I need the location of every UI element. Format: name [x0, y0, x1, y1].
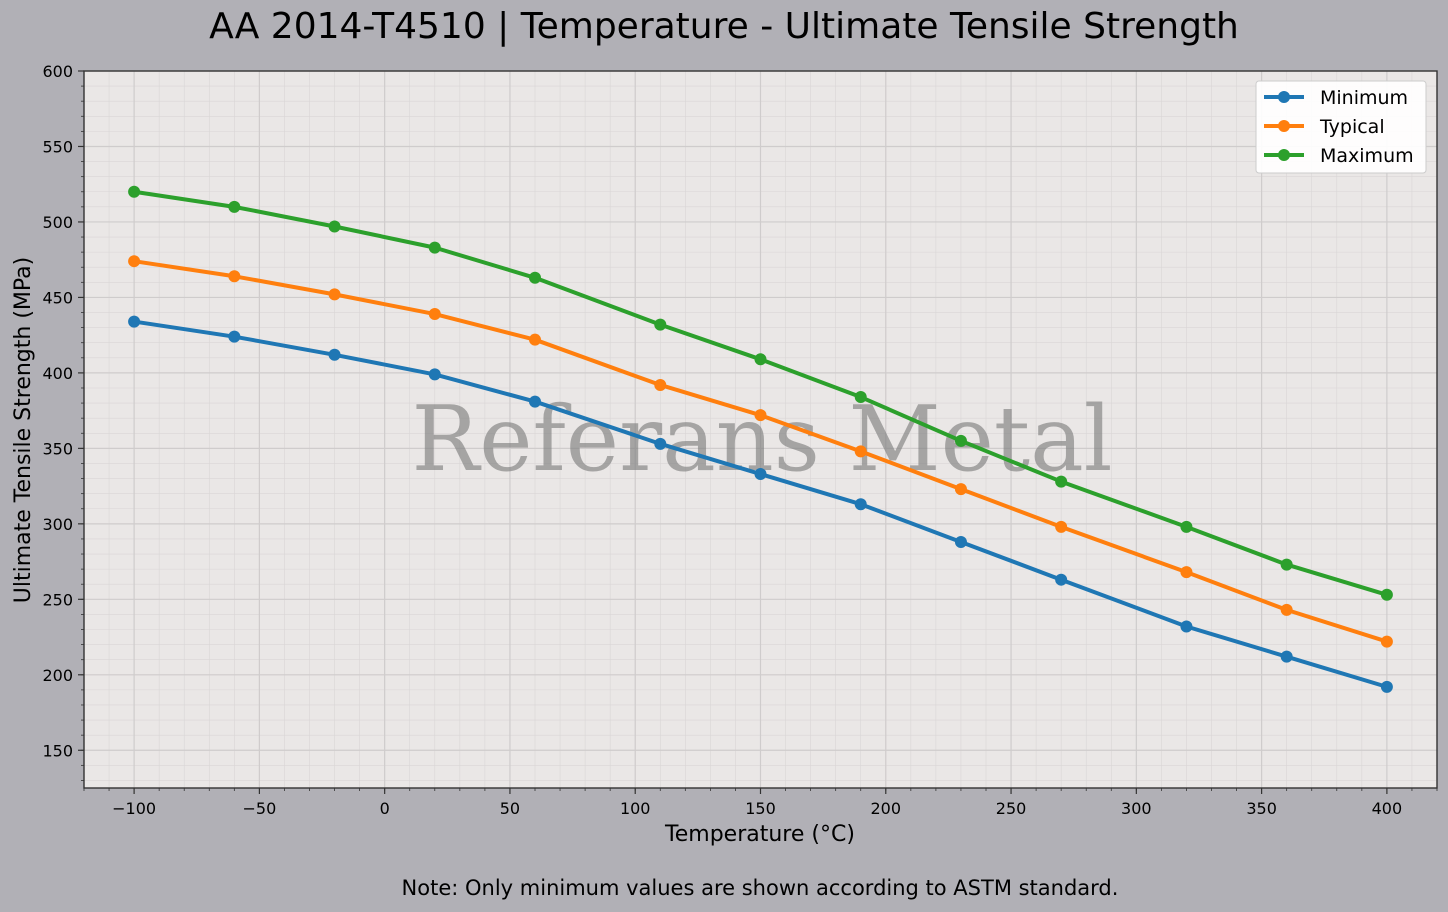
x-axis-label: Temperature (°C): [664, 822, 855, 847]
x-tick-labels: −100 −50 0 50 100 150 200 250 300 350 400: [112, 799, 1402, 818]
legend-label-maximum: Maximum: [1320, 145, 1414, 167]
data-point-maximum: [954, 434, 967, 447]
data-point-maximum: [529, 271, 541, 284]
data-point-maximum: [228, 200, 241, 213]
y-tick-label: 150: [42, 741, 73, 760]
data-point-minimum: [228, 330, 241, 343]
x-tick-label: 250: [996, 799, 1027, 818]
data-point-minimum: [1055, 573, 1068, 586]
data-point-typical: [1380, 635, 1393, 648]
data-point-minimum: [1280, 650, 1293, 663]
data-point-maximum: [1280, 558, 1293, 571]
data-point-typical: [754, 409, 767, 422]
data-point-minimum: [1180, 620, 1193, 633]
data-point-typical: [854, 445, 867, 458]
y-tick-label: 200: [42, 666, 73, 685]
x-tick-label: 200: [871, 799, 902, 818]
data-point-typical: [428, 308, 441, 321]
data-point-maximum: [1055, 475, 1068, 488]
data-point-maximum: [428, 241, 441, 254]
data-point-minimum: [854, 498, 867, 511]
series-layer: [128, 185, 1393, 693]
y-tick-label: 300: [42, 515, 73, 534]
legend-label-typical: Typical: [1319, 116, 1385, 138]
data-point-maximum: [128, 185, 141, 198]
y-tick-labels: 150 200 250 300 350 400 450 500 550 600: [42, 62, 73, 760]
data-point-typical: [1280, 603, 1293, 616]
data-point-typical: [529, 333, 541, 346]
y-axis-label: Ultimate Tensile Strength (MPa): [11, 257, 36, 603]
data-point-minimum: [754, 468, 767, 481]
data-point-typical: [1055, 520, 1068, 533]
legend-box: [1255, 80, 1427, 174]
x-tick-label: −50: [243, 799, 277, 818]
x-tick-label: 350: [1246, 799, 1277, 818]
x-tick-label: 0: [380, 799, 390, 818]
x-tick-label: 400: [1372, 799, 1403, 818]
data-point-maximum: [854, 391, 867, 404]
data-point-typical: [654, 378, 667, 391]
chart-title: AA 2014-T4510 | Temperature - Ultimate T…: [209, 6, 1239, 47]
data-point-minimum: [1380, 680, 1393, 693]
data-point-minimum: [428, 368, 441, 381]
data-point-maximum: [754, 353, 767, 366]
legend-marker-maximum: [1278, 149, 1290, 161]
x-tick-label: 300: [1121, 799, 1152, 818]
data-point-minimum: [954, 535, 967, 548]
y-tick-label: 550: [42, 137, 73, 156]
data-point-typical: [954, 483, 967, 496]
footnote: Note: Only minimum values are shown acco…: [401, 876, 1119, 900]
data-point-typical: [1180, 566, 1193, 579]
data-point-maximum: [1380, 588, 1393, 601]
data-point-minimum: [529, 395, 541, 408]
data-point-minimum: [128, 315, 141, 328]
y-tick-label: 250: [42, 590, 73, 609]
data-point-maximum: [1180, 520, 1193, 533]
x-tick-label: −100: [112, 799, 156, 818]
x-tick-label: 100: [620, 799, 651, 818]
y-tick-label: 350: [42, 439, 73, 458]
data-point-maximum: [654, 318, 667, 331]
data-point-typical: [228, 270, 241, 283]
data-point-maximum: [328, 220, 341, 233]
axis-ticks: [78, 70, 1438, 794]
data-point-minimum: [654, 437, 667, 450]
data-point-typical: [328, 288, 341, 301]
y-tick-label: 450: [42, 288, 73, 307]
legend-label-minimum: Minimum: [1320, 87, 1408, 109]
x-tick-label: 150: [745, 799, 776, 818]
y-tick-label: 500: [42, 213, 73, 232]
y-tick-label: 600: [42, 62, 73, 81]
legend-marker-minimum: [1278, 91, 1290, 103]
data-point-minimum: [328, 348, 341, 361]
x-tick-label: 50: [500, 799, 520, 818]
legend: Minimum Typical Maximum: [1255, 80, 1427, 174]
legend-marker-typical: [1278, 120, 1290, 132]
data-point-typical: [128, 255, 141, 268]
y-tick-label: 400: [42, 364, 73, 383]
